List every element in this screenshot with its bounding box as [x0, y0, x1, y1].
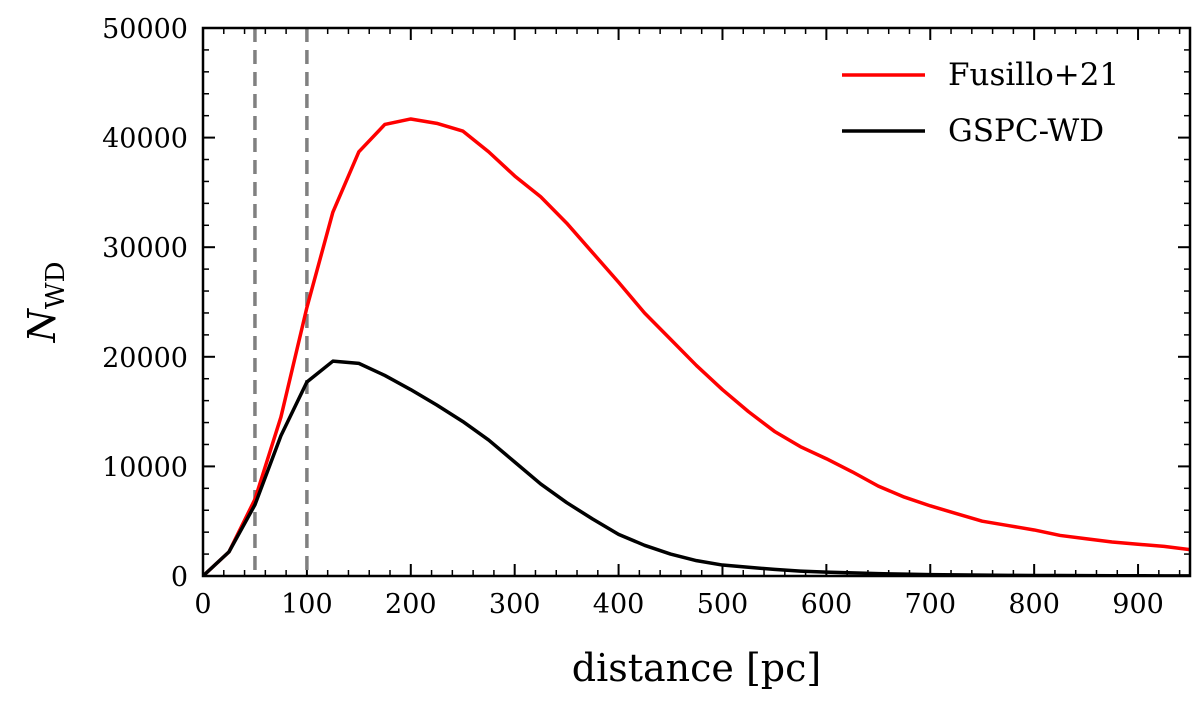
y-tick-label: 0 — [171, 562, 188, 593]
reference-lines — [253, 28, 309, 576]
ticks-layer — [202, 27, 1190, 577]
x-tick-label: 500 — [697, 589, 749, 620]
series-line-gspc-wd — [203, 359, 1190, 576]
legend-label: GSPC-WD — [948, 113, 1104, 149]
plot-frame — [201, 26, 1192, 578]
legend-label: Fusillo+21 — [948, 57, 1119, 93]
y-tick-label: 20000 — [102, 343, 188, 374]
x-tick-label: 0 — [194, 589, 211, 620]
legend: Fusillo+21 GSPC-WD — [842, 57, 1119, 149]
y-tick-label: 10000 — [102, 452, 188, 483]
x-tick-label: 300 — [489, 589, 541, 620]
x-tick-label: 800 — [1008, 589, 1060, 620]
y-tick-label: 50000 — [102, 14, 188, 45]
y-axis-label-main: N — [20, 307, 64, 343]
tick-labels: 0 100 200 300 400 500 600 700 800 900 0 10000 20000 3… — [102, 14, 1164, 620]
y-tick-label: 40000 — [102, 124, 188, 155]
y-tick-label: 30000 — [102, 233, 188, 264]
x-tick-label: 700 — [904, 589, 956, 620]
series-line-fusillo-21 — [203, 117, 1190, 576]
x-axis-label: distance [pc] — [572, 646, 822, 690]
x-tick-label: 600 — [801, 589, 853, 620]
x-tick-label: 900 — [1112, 589, 1164, 620]
y-axis-label-subscript: WD — [41, 262, 71, 310]
x-tick-label: 100 — [281, 589, 333, 620]
x-tick-label: 400 — [593, 589, 645, 620]
series-layer — [203, 117, 1190, 576]
x-tick-label: 200 — [385, 589, 437, 620]
y-axis-label: NWD — [20, 262, 71, 344]
